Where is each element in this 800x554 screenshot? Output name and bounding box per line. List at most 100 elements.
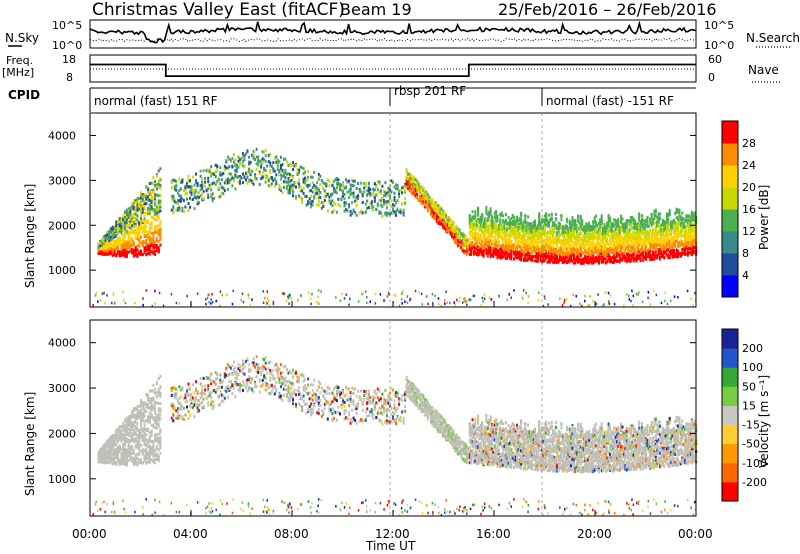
power-cell — [387, 190, 390, 194]
power-cell — [317, 188, 320, 192]
power-cell — [419, 189, 422, 193]
power-cell — [399, 189, 402, 193]
power-cell — [624, 249, 627, 253]
power-cell — [138, 252, 141, 256]
power-cell — [281, 174, 284, 178]
power-cell — [550, 218, 553, 222]
power-cell — [245, 178, 247, 182]
power-cell — [437, 221, 440, 225]
power-cell — [592, 239, 595, 243]
power-cell — [621, 240, 624, 244]
power-cell — [339, 204, 341, 208]
power-cell — [470, 224, 473, 228]
power-cell — [393, 185, 396, 189]
power-cell — [597, 235, 600, 239]
power-cell — [618, 246, 621, 250]
power-cell — [468, 247, 471, 251]
power-cell — [606, 241, 609, 245]
power-cell — [148, 182, 151, 185]
power-cell — [248, 170, 251, 174]
power-cell — [588, 261, 591, 265]
power-cell — [629, 246, 632, 250]
power-cell — [478, 245, 481, 249]
power-cell — [372, 190, 375, 194]
power-cell — [479, 228, 482, 232]
power-cell — [157, 239, 160, 243]
power-cell — [199, 184, 202, 188]
power-cell — [509, 226, 511, 230]
power-cell — [129, 249, 132, 253]
power-cell — [636, 246, 639, 249]
power-cell — [495, 253, 498, 257]
power-cell — [115, 253, 118, 257]
power-cell — [117, 228, 119, 232]
power-cell — [372, 187, 375, 191]
power-cell — [491, 216, 493, 219]
power-cell — [313, 183, 316, 187]
power-cell — [552, 224, 555, 227]
power-cell — [592, 220, 595, 224]
power-cell — [410, 189, 413, 193]
power-cell — [129, 222, 132, 226]
power-cell — [329, 202, 332, 206]
power-cell — [514, 219, 517, 223]
power-cell — [290, 164, 293, 167]
power-cell — [545, 219, 548, 223]
power-cell — [581, 223, 584, 227]
power-cell — [276, 163, 279, 167]
power-cell — [464, 237, 467, 241]
power-cell — [493, 247, 496, 251]
power-cell — [553, 227, 556, 231]
power-cell — [546, 220, 549, 224]
power-cell — [443, 210, 446, 214]
power-cell — [426, 197, 429, 201]
power-cell — [575, 238, 578, 242]
power-cell — [618, 230, 621, 234]
power-cell — [554, 256, 557, 260]
power-cell — [616, 219, 618, 223]
power-cell — [448, 216, 450, 219]
power-cell — [125, 217, 128, 221]
power-cell — [549, 232, 552, 235]
power-cell — [524, 224, 527, 228]
power-cell — [145, 243, 148, 247]
power-cell — [293, 164, 296, 168]
power-cell — [495, 240, 498, 244]
power-cell — [141, 203, 144, 207]
power-cell — [495, 244, 498, 248]
power-cell — [621, 224, 624, 228]
power-cell — [564, 244, 567, 248]
power-cell — [176, 191, 179, 195]
power-cell — [496, 248, 499, 252]
power-cell — [328, 184, 331, 188]
power-cell — [335, 210, 338, 214]
power-cell — [437, 220, 440, 223]
power-cell — [572, 235, 575, 239]
power-cell — [260, 165, 263, 169]
power-cell — [395, 213, 397, 217]
power-cell — [322, 186, 325, 190]
power-cell — [140, 250, 142, 253]
power-cell — [571, 247, 574, 251]
power-cell — [154, 194, 157, 198]
power-cell — [595, 236, 598, 239]
power-cell — [361, 193, 364, 197]
power-cell — [157, 205, 160, 209]
power-cell — [451, 234, 454, 238]
power-cell — [351, 178, 354, 182]
power-cell — [311, 175, 314, 179]
power-cell — [488, 236, 491, 240]
power-cell — [571, 238, 574, 242]
power-cell — [120, 223, 123, 227]
power-cell — [239, 176, 241, 180]
power-cell — [613, 224, 616, 228]
power-cell — [578, 231, 581, 235]
power-cell — [181, 180, 184, 184]
power-cell — [527, 222, 530, 226]
power-cell — [600, 233, 603, 237]
power-cell — [113, 244, 116, 248]
power-cell — [600, 260, 603, 264]
power-cell — [155, 208, 158, 212]
power-cell — [513, 219, 516, 223]
power-cell — [301, 189, 304, 193]
